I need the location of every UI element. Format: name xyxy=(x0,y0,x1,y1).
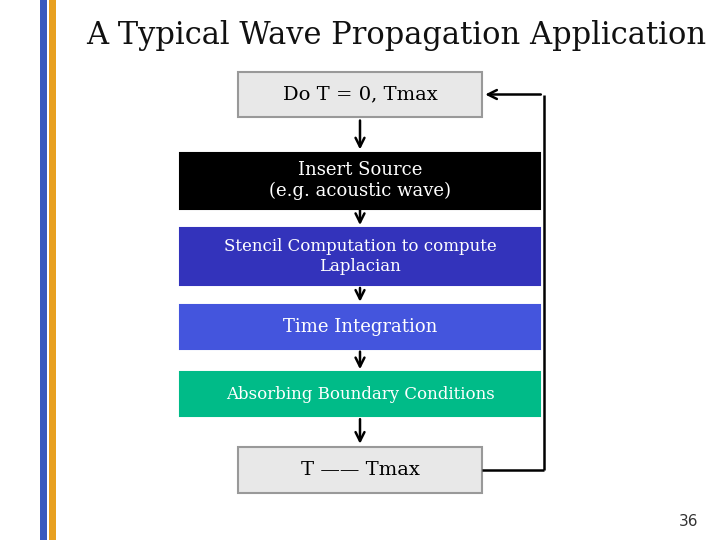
Text: Absorbing Boundary Conditions: Absorbing Boundary Conditions xyxy=(225,386,495,403)
FancyBboxPatch shape xyxy=(238,447,482,492)
Text: A Typical Wave Propagation Application: A Typical Wave Propagation Application xyxy=(86,19,706,51)
Bar xyxy=(49,0,56,540)
Text: Insert Source
(e.g. acoustic wave): Insert Source (e.g. acoustic wave) xyxy=(269,161,451,200)
FancyBboxPatch shape xyxy=(180,228,540,285)
Text: T —— Tmax: T —— Tmax xyxy=(300,461,420,479)
Text: Time Integration: Time Integration xyxy=(283,318,437,336)
FancyBboxPatch shape xyxy=(180,372,540,416)
FancyBboxPatch shape xyxy=(180,152,540,209)
Text: Do T = 0, Tmax: Do T = 0, Tmax xyxy=(283,85,437,104)
Text: Stencil Computation to compute
Laplacian: Stencil Computation to compute Laplacian xyxy=(224,238,496,275)
Bar xyxy=(40,0,47,540)
Text: 36: 36 xyxy=(679,514,698,529)
FancyBboxPatch shape xyxy=(238,71,482,117)
FancyBboxPatch shape xyxy=(180,305,540,349)
